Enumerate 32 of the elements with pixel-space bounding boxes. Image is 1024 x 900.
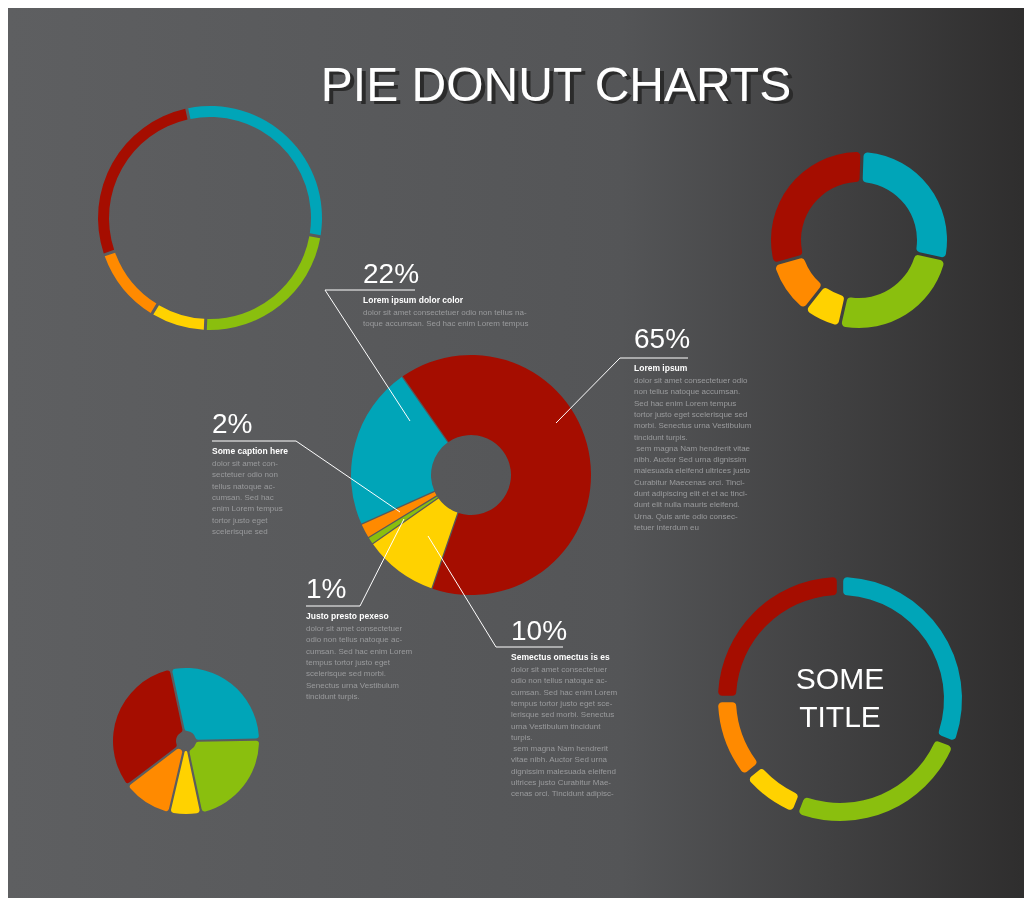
donut-slice bbox=[807, 288, 844, 325]
donut-slice bbox=[171, 751, 200, 814]
donut-slice bbox=[841, 255, 944, 328]
data-label: 2% bbox=[212, 408, 253, 439]
donut-slice bbox=[113, 670, 183, 783]
donut-slice bbox=[153, 305, 205, 330]
data-label: 65% bbox=[634, 323, 691, 354]
donut-slice bbox=[402, 355, 591, 595]
slice-label: Justo presto pexeso bbox=[306, 611, 389, 621]
data-label: 1% bbox=[306, 573, 347, 604]
donut-slice bbox=[351, 377, 448, 524]
donut-slice bbox=[189, 740, 259, 812]
text: SOME TITLE bbox=[795, 662, 885, 733]
donut-slice bbox=[373, 498, 458, 589]
donut-slice bbox=[368, 496, 438, 544]
chart-title: PIE DONUT CHARTS bbox=[320, 58, 792, 111]
donut-slice bbox=[775, 258, 821, 307]
donut-slice bbox=[129, 748, 183, 812]
donut-slice bbox=[206, 236, 321, 330]
donut-slice bbox=[361, 491, 437, 537]
slice-label: Semectus omectus is es bbox=[511, 652, 611, 662]
slice-label: Lorem ipsum bbox=[634, 363, 688, 373]
donut-slice bbox=[862, 152, 947, 258]
donut-slice bbox=[188, 106, 322, 236]
slice-label: Some caption here bbox=[212, 446, 289, 456]
donut-slice bbox=[771, 152, 861, 262]
data-label: 10% bbox=[511, 615, 568, 646]
donut-slice bbox=[104, 252, 157, 314]
slice-label: Lorem ipsum dolor color bbox=[363, 295, 464, 305]
data-label: 22% bbox=[363, 258, 420, 289]
donut-slice bbox=[98, 108, 188, 254]
donut-slice bbox=[172, 668, 259, 740]
